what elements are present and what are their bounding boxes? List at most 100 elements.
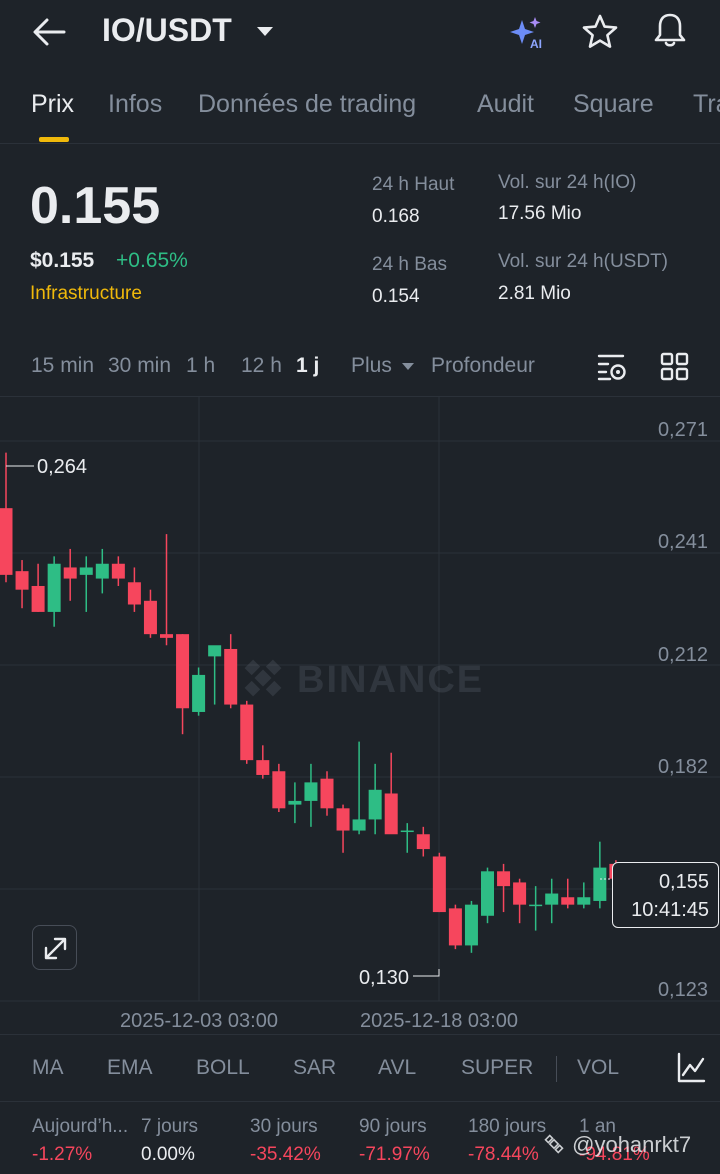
back-arrow-icon[interactable] (30, 14, 70, 50)
tab-donnees-de-trading[interactable]: Données de trading (198, 90, 417, 118)
divider (0, 143, 720, 144)
candle-down (336, 808, 350, 831)
tab-audit[interactable]: Audit (477, 90, 534, 118)
candle-down (127, 582, 141, 605)
indicator-super[interactable]: SUPER (461, 1056, 534, 1079)
timeframe-1d[interactable]: 1 j (296, 354, 320, 377)
candle-down (63, 567, 77, 579)
indicator-settings-button[interactable] (664, 1050, 720, 1088)
perf-label-30d: 30 jours (250, 1116, 318, 1137)
last-price: 0.155 (30, 177, 161, 235)
depth-tab[interactable]: Profondeur (431, 354, 535, 377)
candle-up (47, 563, 61, 612)
current-price-box: 0,155 10:41:45 (612, 862, 719, 928)
timeframe-1h[interactable]: 1 h (186, 354, 216, 377)
perf-value-1y: -94.81% (579, 1144, 650, 1165)
candle-up (481, 871, 494, 916)
candle-down (176, 634, 190, 709)
y-tick-label: 0,123 (658, 979, 708, 1001)
low-24h-value: 0.154 (372, 286, 420, 307)
candlestick-chart[interactable]: BINANCE 0,271 0,241 0,212 0,182 0,123 20… (0, 397, 720, 1033)
indicator-avl[interactable]: AVL (378, 1056, 417, 1079)
tab-square[interactable]: Square (573, 90, 654, 118)
perf-label-today: Aujourd’h... (32, 1116, 129, 1137)
favorite-star-icon[interactable] (580, 12, 620, 52)
layout-grid-icon[interactable] (660, 352, 690, 382)
timeframe-12h[interactable]: 12 h (241, 354, 282, 377)
timeframe-15min[interactable]: 15 min (31, 354, 95, 377)
tab-prix[interactable]: Prix (31, 90, 75, 118)
price-change-percent: +0.65% (116, 249, 188, 272)
candle-down (272, 771, 286, 809)
x-tick-label: 2025-12-03 03:00 (120, 1010, 278, 1032)
candle-down (320, 778, 334, 809)
category-tag[interactable]: Infrastructure (30, 283, 142, 304)
candle-down (432, 856, 446, 913)
more-caret-icon (402, 363, 414, 370)
indicator-sar[interactable]: SAR (293, 1056, 337, 1079)
candle-up (304, 782, 318, 801)
candle-up (529, 904, 543, 907)
candle-up (545, 893, 559, 905)
high-24h-value: 0.168 (372, 206, 420, 227)
candle-up (368, 789, 382, 820)
chart-settings-icon[interactable] (596, 352, 628, 382)
pair-dropdown-caret-icon[interactable] (257, 27, 273, 36)
tab-infos[interactable]: Infos (108, 90, 163, 118)
min-marker-line (413, 969, 440, 977)
ai-assistant-button[interactable]: AI (508, 14, 550, 52)
volume-quote-label: Vol. sur 24 h(USDT) (498, 251, 668, 272)
perf-value-180d: -78.44% (468, 1144, 539, 1165)
tab-trading-partial[interactable]: Tra (693, 90, 720, 118)
candle-countdown: 10:41:45 (631, 899, 709, 921)
user-watermark: @yohanrkt7 (542, 1132, 691, 1158)
high-24h-label: 24 h Haut (372, 174, 455, 195)
y-tick-label: 0,212 (658, 644, 708, 666)
timeframe-30min[interactable]: 30 min (108, 354, 172, 377)
perf-label-1y: 1 an (579, 1116, 616, 1137)
y-tick-label: 0,271 (658, 419, 708, 441)
candle-down (497, 871, 511, 887)
more-timeframes-button[interactable]: Plus (351, 354, 392, 377)
notification-bell-icon[interactable] (650, 10, 690, 50)
fullscreen-button[interactable] (32, 925, 77, 970)
candle-up (288, 800, 302, 805)
binance-logo-icon (244, 659, 282, 697)
volume-base-label: Vol. sur 24 h(IO) (498, 172, 637, 193)
candle-down (448, 908, 462, 946)
ai-sparkle-icon: AI (510, 17, 542, 51)
expand-arrows-icon (44, 937, 67, 960)
perf-value-90d: -71.97% (359, 1144, 430, 1165)
section-tabs: Prix Infos Données de trading Audit Squa… (0, 78, 720, 142)
indicator-divider (556, 1056, 557, 1082)
chart-grid (0, 397, 720, 1002)
divider (0, 1101, 720, 1102)
candle-up (577, 897, 591, 905)
y-tick-label: 0,241 (658, 531, 708, 553)
low-24h-label: 24 h Bas (372, 254, 447, 275)
candle-up (400, 830, 414, 833)
watermark-text: BINANCE (297, 659, 484, 701)
perf-value-7d: 0.00% (141, 1144, 195, 1165)
max-price-label: 0,264 (37, 456, 87, 478)
usd-price: $0.155 (30, 249, 95, 272)
current-price-value: 0,155 (658, 871, 709, 893)
trading-pair-title[interactable]: IO/USDT (102, 12, 232, 48)
indicator-ma[interactable]: MA (32, 1056, 64, 1079)
y-tick-label: 0,182 (658, 756, 708, 778)
watermark-username: @yohanrkt7 (572, 1132, 692, 1157)
indicator-boll[interactable]: BOLL (196, 1056, 250, 1079)
candle-down (416, 834, 430, 850)
candle-up (192, 674, 206, 712)
candle-up (208, 645, 222, 657)
indicator-chart-icon (677, 1052, 706, 1083)
volume-base-value: 17.56 Mio (498, 203, 582, 224)
volume-quote-value: 2.81 Mio (498, 283, 571, 304)
candle-up (464, 904, 478, 946)
perf-label-90d: 90 jours (359, 1116, 427, 1137)
candle-down (256, 760, 270, 775)
indicator-vol[interactable]: VOL (577, 1056, 620, 1079)
indicator-ema[interactable]: EMA (107, 1056, 153, 1079)
candle-down (160, 634, 173, 638)
perf-value-today: -1.27% (32, 1144, 93, 1165)
